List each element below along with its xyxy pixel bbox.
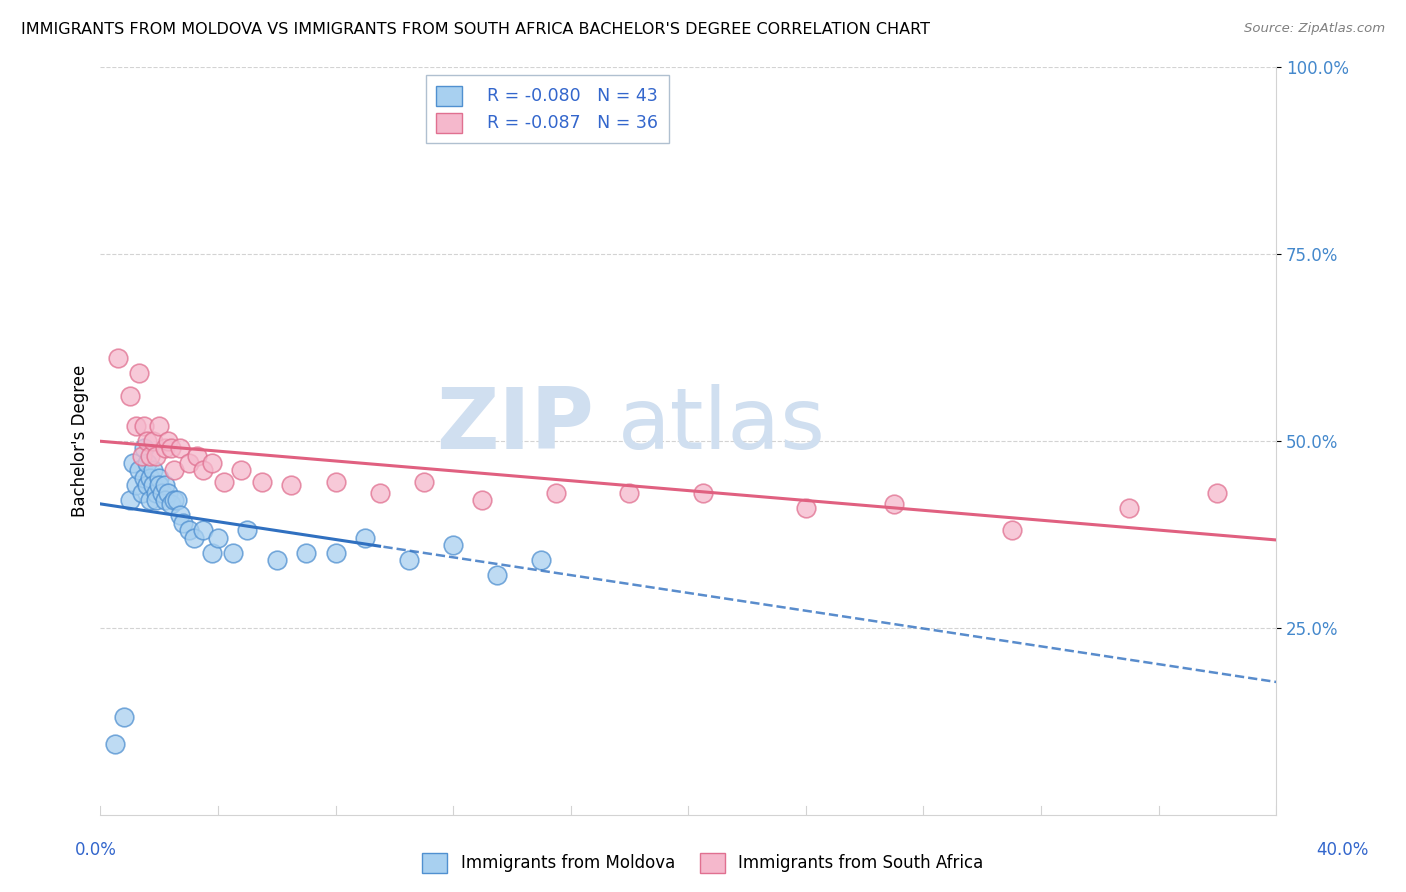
Point — [163, 493, 186, 508]
Point — [156, 486, 179, 500]
Text: ZIP: ZIP — [436, 384, 595, 467]
Point — [134, 418, 156, 433]
Point — [128, 366, 150, 380]
Text: atlas: atlas — [617, 384, 825, 467]
Text: IMMIGRANTS FROM MOLDOVA VS IMMIGRANTS FROM SOUTH AFRICA BACHELOR'S DEGREE CORREL: IMMIGRANTS FROM MOLDOVA VS IMMIGRANTS FR… — [21, 22, 931, 37]
Point — [236, 524, 259, 538]
Legend:   R = -0.080   N = 43,   R = -0.087   N = 36: R = -0.080 N = 43, R = -0.087 N = 36 — [426, 75, 668, 143]
Point — [207, 531, 229, 545]
Point — [145, 486, 167, 500]
Point — [193, 463, 215, 477]
Point — [794, 500, 817, 515]
Point — [692, 486, 714, 500]
Point — [1000, 524, 1022, 538]
Text: 0.0%: 0.0% — [75, 840, 117, 858]
Point — [441, 538, 464, 552]
Point — [142, 434, 165, 448]
Y-axis label: Bachelor's Degree: Bachelor's Degree — [72, 365, 89, 516]
Point — [295, 546, 318, 560]
Point — [131, 486, 153, 500]
Point — [201, 456, 224, 470]
Point — [139, 449, 162, 463]
Point — [104, 737, 127, 751]
Point — [112, 710, 135, 724]
Point — [136, 456, 159, 470]
Point — [280, 478, 302, 492]
Point — [412, 475, 434, 489]
Point — [128, 463, 150, 477]
Point — [134, 471, 156, 485]
Point — [544, 486, 567, 500]
Point — [163, 463, 186, 477]
Point — [1206, 486, 1229, 500]
Point — [142, 463, 165, 477]
Point — [124, 418, 146, 433]
Point — [153, 441, 176, 455]
Point — [354, 531, 377, 545]
Point — [183, 531, 205, 545]
Point — [177, 524, 200, 538]
Point — [142, 478, 165, 492]
Point — [250, 475, 273, 489]
Point — [471, 493, 494, 508]
Point — [107, 351, 129, 366]
Point — [486, 568, 509, 582]
Point — [136, 478, 159, 492]
Point — [325, 546, 347, 560]
Point — [266, 553, 288, 567]
Point — [325, 475, 347, 489]
Point — [172, 516, 194, 530]
Point — [193, 524, 215, 538]
Point — [1118, 500, 1140, 515]
Point — [160, 441, 183, 455]
Point — [150, 486, 173, 500]
Point — [160, 497, 183, 511]
Point — [153, 478, 176, 492]
Point — [530, 553, 553, 567]
Point — [139, 471, 162, 485]
Point — [177, 456, 200, 470]
Point — [153, 493, 176, 508]
Point — [124, 478, 146, 492]
Text: Source: ZipAtlas.com: Source: ZipAtlas.com — [1244, 22, 1385, 36]
Legend: Immigrants from Moldova, Immigrants from South Africa: Immigrants from Moldova, Immigrants from… — [416, 847, 990, 880]
Point — [148, 471, 170, 485]
Point — [148, 418, 170, 433]
Point — [145, 449, 167, 463]
Point — [398, 553, 420, 567]
Point — [231, 463, 253, 477]
Text: 40.0%: 40.0% — [1316, 840, 1369, 858]
Point — [201, 546, 224, 560]
Point — [118, 493, 141, 508]
Point — [212, 475, 235, 489]
Point — [134, 441, 156, 455]
Point — [121, 456, 143, 470]
Point — [136, 434, 159, 448]
Point — [118, 389, 141, 403]
Point — [186, 449, 208, 463]
Point — [221, 546, 243, 560]
Point — [368, 486, 391, 500]
Point — [169, 508, 191, 523]
Point — [883, 497, 905, 511]
Point — [619, 486, 641, 500]
Point — [131, 449, 153, 463]
Point — [145, 493, 167, 508]
Point — [148, 478, 170, 492]
Point — [156, 434, 179, 448]
Point — [166, 493, 188, 508]
Point — [169, 441, 191, 455]
Point — [139, 493, 162, 508]
